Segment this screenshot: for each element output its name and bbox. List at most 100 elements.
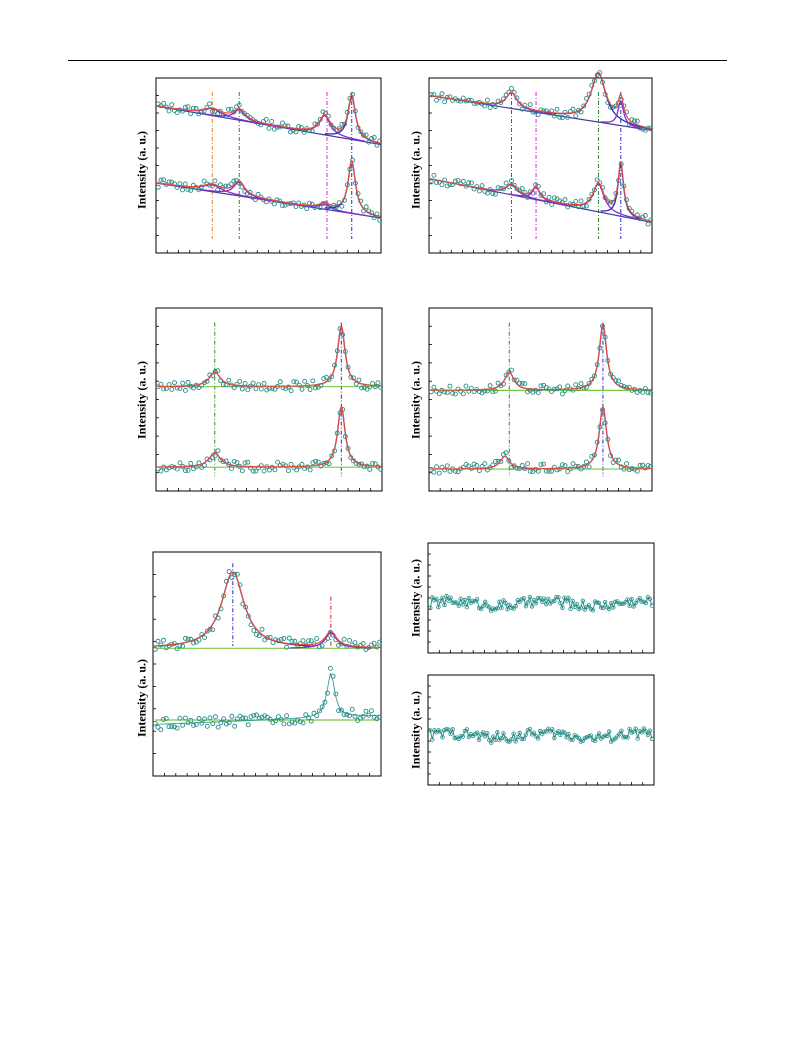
data-point <box>436 95 442 101</box>
data-point <box>458 596 463 602</box>
data-point <box>522 381 528 387</box>
data-point <box>377 217 383 223</box>
data-point <box>261 468 267 474</box>
data-point <box>562 197 568 202</box>
data-point <box>637 462 643 468</box>
chart-d-ylabel: Intensity (a. u.) <box>408 360 423 440</box>
data-point <box>572 604 577 609</box>
data-point <box>626 384 632 390</box>
data-point <box>450 727 455 732</box>
data-point <box>466 180 472 186</box>
data-point <box>647 728 653 733</box>
data-point <box>446 727 451 732</box>
data-point <box>549 468 555 474</box>
data-point <box>339 203 345 209</box>
data-point <box>517 466 522 472</box>
data-point <box>177 715 183 721</box>
data-point <box>623 734 628 740</box>
data-point <box>161 637 166 643</box>
data-point <box>229 713 235 719</box>
data-point <box>448 731 453 737</box>
data-point <box>371 215 377 221</box>
data-point <box>207 101 213 107</box>
data-point <box>245 459 251 465</box>
data-point <box>155 184 161 190</box>
data-point <box>174 725 180 731</box>
data-point <box>360 132 366 138</box>
total-fit-line <box>428 322 652 391</box>
data-point <box>166 724 172 730</box>
data-point <box>525 600 531 605</box>
data-point <box>310 378 316 384</box>
data-point <box>215 368 221 374</box>
data-point <box>600 605 606 610</box>
data-point <box>378 466 384 472</box>
data-point <box>439 182 445 188</box>
data-point <box>431 172 437 178</box>
data-point <box>501 731 506 736</box>
data-point <box>489 740 494 745</box>
total-fit-line <box>155 405 382 468</box>
data-point <box>300 720 306 726</box>
data-point <box>609 600 614 606</box>
data-point <box>479 183 485 189</box>
data-point <box>466 596 472 601</box>
data-point <box>349 706 355 712</box>
data-point <box>291 379 297 385</box>
data-point <box>645 463 651 469</box>
data-point <box>519 106 525 112</box>
data-point <box>531 730 537 736</box>
data-point <box>169 102 175 108</box>
data-point <box>552 598 557 604</box>
data-point <box>152 646 158 652</box>
data-point <box>625 735 630 740</box>
data-point <box>272 467 278 473</box>
data-point <box>455 98 461 103</box>
data-point <box>648 390 654 396</box>
data-point <box>578 381 584 386</box>
data-point <box>281 721 287 727</box>
data-point <box>228 181 234 187</box>
chart-c-ylabel: Intensity (a. u.) <box>134 360 149 440</box>
data-point <box>271 201 277 207</box>
data-point <box>529 604 535 609</box>
data-point <box>304 464 310 470</box>
data-point <box>625 597 630 602</box>
data-point <box>438 729 443 734</box>
data-point <box>527 726 533 732</box>
data-point <box>573 463 579 469</box>
data-point <box>460 602 466 607</box>
data-point <box>463 383 469 389</box>
data-point <box>212 453 218 459</box>
data-point <box>367 467 373 472</box>
data-point <box>251 712 257 718</box>
data-point <box>482 734 488 739</box>
data-point <box>633 726 638 731</box>
data-point <box>297 719 303 725</box>
data-point <box>537 728 543 734</box>
data-point <box>557 114 563 120</box>
data-point <box>535 736 541 741</box>
data-point <box>172 380 177 386</box>
data-point <box>594 600 600 605</box>
data-point <box>434 464 440 470</box>
data-point <box>307 387 313 393</box>
data-point <box>434 596 439 602</box>
data-point <box>578 109 584 115</box>
data-point <box>503 600 508 606</box>
data-point <box>550 599 555 604</box>
data-point <box>431 469 437 475</box>
data-point <box>533 387 539 393</box>
data-point <box>321 460 327 466</box>
data-point <box>273 718 279 724</box>
data-point <box>557 466 563 472</box>
data-point <box>347 713 352 719</box>
data-point <box>278 637 284 642</box>
plot-frame <box>428 307 653 492</box>
data-point <box>580 598 586 603</box>
data-point <box>573 113 579 119</box>
data-point <box>509 85 514 91</box>
total-fit-line <box>155 93 381 144</box>
data-point <box>574 601 579 607</box>
data-point <box>568 606 573 612</box>
